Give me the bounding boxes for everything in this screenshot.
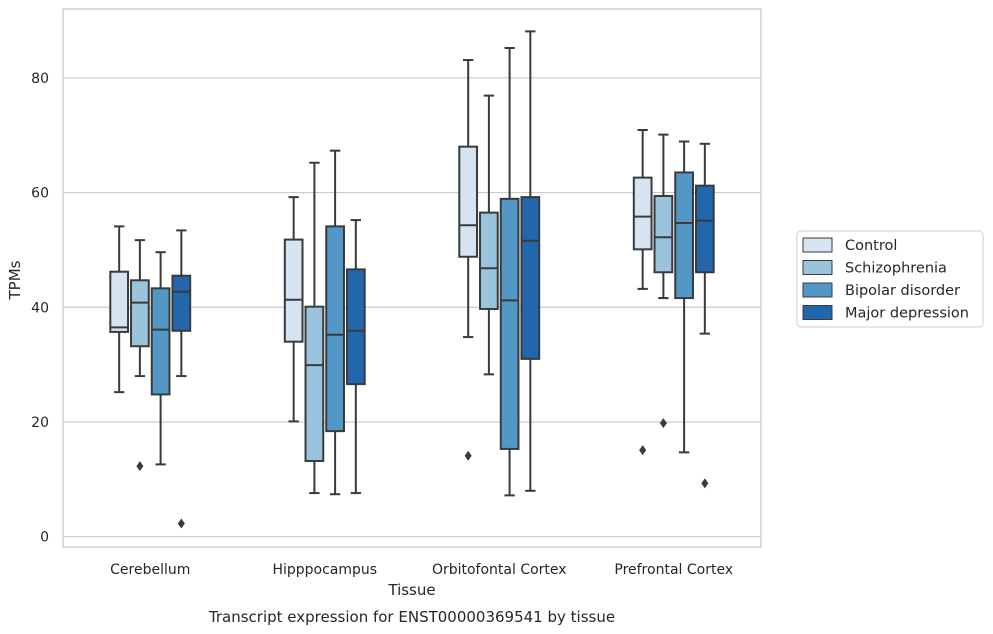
x-tick-label: Cerebellum [110,562,190,578]
legend-frame [796,230,984,328]
box-major-depression [694,142,715,489]
outlier-point [659,418,667,429]
box-bipolar-disorder [674,140,694,454]
iqr-box [520,196,541,360]
box-schizophrenia [130,239,150,472]
box-schizophrenia [479,94,499,376]
iqr-box [345,268,366,386]
y-axis-label: TPMs [6,260,24,300]
box-major-depression [345,219,366,495]
iqr-box [653,194,674,274]
box-major-depression [171,229,192,529]
iqr-box [109,270,130,333]
box-major-depression [520,30,541,492]
x-tick-label: Hipppocampus [272,562,377,578]
x-tick-labels: Cerebellum Hipppocampus Orbitofontal Corte… [110,562,733,578]
x-axis-label: Tissue [387,581,435,599]
box-bipolar-disorder [150,251,171,466]
x-tick-label: Orbitofontal Cortex [432,562,567,578]
box-control [109,225,130,394]
iqr-box [150,287,171,396]
legend-label: Major depression [845,306,969,322]
box-bipolar-disorder [325,149,345,496]
legend-swatch [802,260,833,275]
iqr-box [325,225,345,433]
iqr-box [283,238,304,343]
y-tick-label: 40 [31,300,49,316]
iqr-box [674,171,694,300]
iqr-box [694,184,715,274]
box-bipolar-disorder [499,47,520,497]
box-control [632,129,653,456]
box-schizophrenia [304,161,325,495]
legend-label: Bipolar disorder [845,283,960,299]
plot-frame [62,8,762,548]
box-groups [109,30,715,529]
box-control [458,59,479,461]
legend-swatch [802,237,833,253]
y-tick-labels: 0 20 40 60 80 [31,71,49,546]
outlier-point [136,461,144,472]
legend-label: Control [845,238,897,254]
legend-label: Schizophrenia [845,261,947,277]
y-tick-label: 20 [31,415,49,431]
legend-swatch [802,305,833,320]
x-tick-label: Prefrontal Cortex [614,562,733,578]
legend-swatch [802,282,833,298]
outlier-point [464,450,472,461]
chart-title: Transcript expression for ENST0000036954… [208,608,615,626]
outlier-point [177,518,185,529]
iqr-box [171,274,192,332]
y-tick-label: 60 [31,186,49,202]
y-tick-label: 0 [40,530,49,546]
y-tick-label: 80 [31,71,49,87]
outlier-point [701,478,709,489]
iqr-box [632,176,653,251]
iqr-box [458,145,479,258]
outlier-point [639,445,647,456]
legend: Control Schizophrenia Bipolar disorder Majo… [796,230,984,328]
box-schizophrenia [653,133,674,429]
iqr-box [499,197,520,450]
box-control [283,196,304,423]
iqr-box [304,305,325,462]
iqr-box [479,211,499,310]
iqr-box [130,279,150,348]
